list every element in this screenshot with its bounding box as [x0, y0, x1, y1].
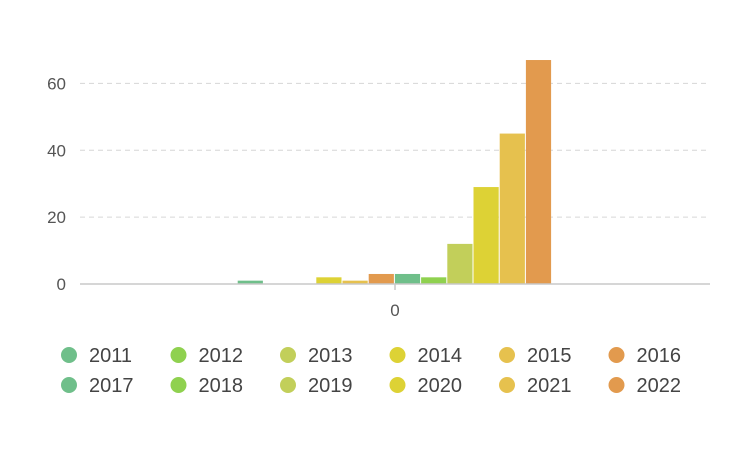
legend-marker: [499, 347, 515, 363]
bar-2020[interactable]: [316, 277, 342, 284]
legend-label: 2015: [527, 345, 572, 367]
legend-label: 2014: [418, 345, 463, 367]
legend-marker: [61, 347, 77, 363]
legend-label: 2022: [637, 375, 682, 397]
bar-2016[interactable]: [525, 60, 552, 285]
legend-label: 2019: [308, 375, 353, 397]
legend-label: 2013: [308, 345, 353, 367]
legend-label: 2017: [89, 375, 134, 397]
bar-2017[interactable]: [237, 280, 263, 284]
legend-marker: [389, 377, 406, 393]
bar-2013[interactable]: [447, 243, 473, 284]
bar-2021[interactable]: [342, 280, 368, 284]
y-tick-label: 60: [47, 74, 66, 93]
y-tick-label: 40: [47, 141, 66, 160]
bar-2011[interactable]: [394, 273, 421, 284]
legend-item-2012[interactable]: 2012: [170, 345, 244, 367]
bars: [237, 60, 552, 285]
legend-item-2016[interactable]: 2016: [608, 345, 682, 367]
legend-item-2022[interactable]: 2022: [608, 375, 682, 397]
bar-2015[interactable]: [499, 133, 525, 284]
legend-item-2021[interactable]: 2021: [499, 375, 572, 397]
legend-marker: [61, 377, 77, 393]
y-axis-ticks: 0 20 40 60: [47, 74, 66, 294]
gridlines: [80, 82, 710, 218]
bar-2022[interactable]: [368, 273, 394, 284]
legend-item-2015[interactable]: 2015: [499, 345, 572, 367]
legend-marker: [608, 347, 625, 363]
legend-marker: [280, 377, 296, 393]
legend-item-2014[interactable]: 2014: [389, 345, 463, 367]
y-tick-label: 0: [57, 275, 66, 294]
legend-marker: [499, 377, 515, 393]
legend-label: 2012: [199, 345, 244, 367]
legend-item-2018[interactable]: 2018: [170, 375, 244, 397]
legend-item-2011[interactable]: 2011: [61, 345, 132, 367]
bar-2014[interactable]: [473, 187, 499, 284]
y-tick-label: 20: [47, 208, 66, 227]
legend-label: 2011: [89, 345, 132, 367]
legend-item-2019[interactable]: 2019: [280, 375, 353, 397]
legend-label: 2021: [527, 375, 572, 397]
legend-marker: [170, 377, 187, 393]
legend-item-2020[interactable]: 2020: [389, 375, 463, 397]
legend-label: 2018: [199, 375, 244, 397]
legend-marker: [608, 377, 625, 393]
legend-marker: [280, 347, 296, 363]
legend-marker: [389, 347, 406, 363]
legend-item-2013[interactable]: 2013: [280, 345, 353, 367]
legend-label: 2016: [637, 345, 682, 367]
legend[interactable]: 2011 2012 2013 2014 2015 2016 2017 2018 2019 2020…: [61, 345, 681, 397]
legend-item-2017[interactable]: 2017: [61, 375, 134, 397]
legend-label: 2020: [418, 375, 463, 397]
legend-marker: [170, 347, 187, 363]
x-axis-ticks: 0: [390, 284, 400, 320]
x-tick-label: 0: [390, 301, 399, 320]
bar-2012[interactable]: [421, 277, 447, 284]
